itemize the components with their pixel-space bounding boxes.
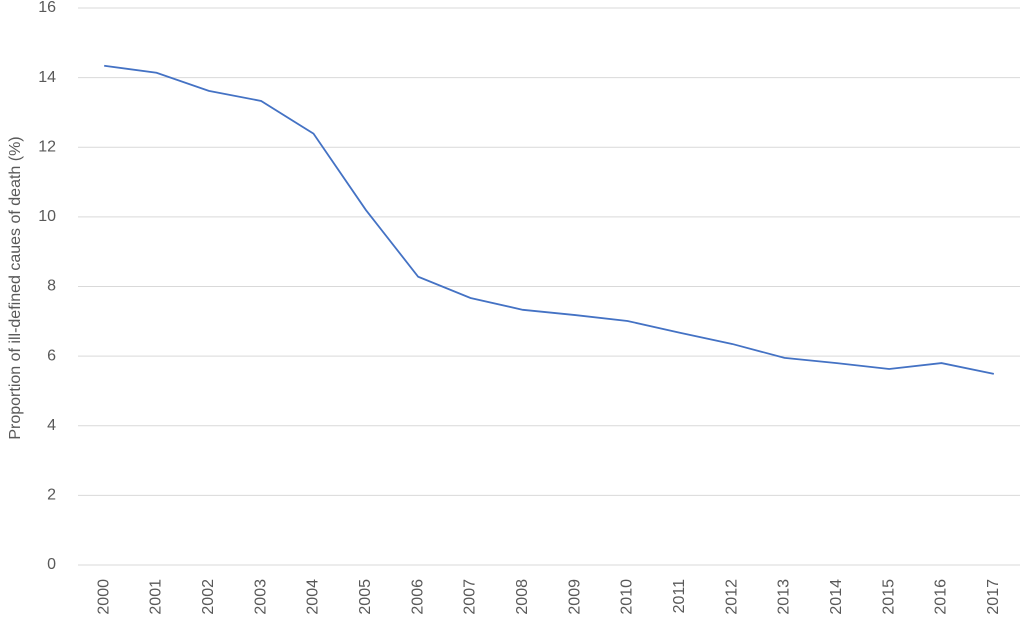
x-tick-label: 2012 <box>723 579 740 615</box>
line <box>104 64 995 375</box>
x-tick-label: 2005 <box>357 579 374 615</box>
x-tick-label: 2004 <box>305 579 322 615</box>
x-tick-label: 2006 <box>409 579 426 615</box>
x-tick-label: 2001 <box>148 579 165 615</box>
x-tick-label: 2007 <box>462 579 479 615</box>
x-tick-label: 2014 <box>828 579 845 615</box>
x-tick-label: 2008 <box>514 579 531 615</box>
y-tick-label: 4 <box>47 417 56 434</box>
x-tick-label: 2015 <box>880 579 897 615</box>
y-axis-label: Proportion of ill-defined caues of death… <box>7 136 24 439</box>
x-tick-label: 2002 <box>200 579 217 615</box>
x-tick-label: 2003 <box>252 579 269 615</box>
y-tick-label: 0 <box>47 556 56 573</box>
y-tick-label: 12 <box>38 138 56 155</box>
x-tick-label: 2013 <box>776 579 793 615</box>
y-tick-label: 2 <box>47 487 56 504</box>
y-tick-label: 6 <box>47 347 56 364</box>
x-tick-label: 2016 <box>933 579 950 615</box>
x-tick-label: 2011 <box>671 579 688 614</box>
x-tick-label: 2010 <box>619 579 636 615</box>
x-tick-label: 2017 <box>985 579 1002 615</box>
y-tick-label: 14 <box>38 69 56 86</box>
y-tick-label: 8 <box>47 278 56 295</box>
y-tick-label: 16 <box>38 0 56 16</box>
x-tick-label: 2009 <box>566 579 583 615</box>
y-tick-label: 10 <box>38 208 56 225</box>
x-tick-label: 2000 <box>95 579 112 615</box>
